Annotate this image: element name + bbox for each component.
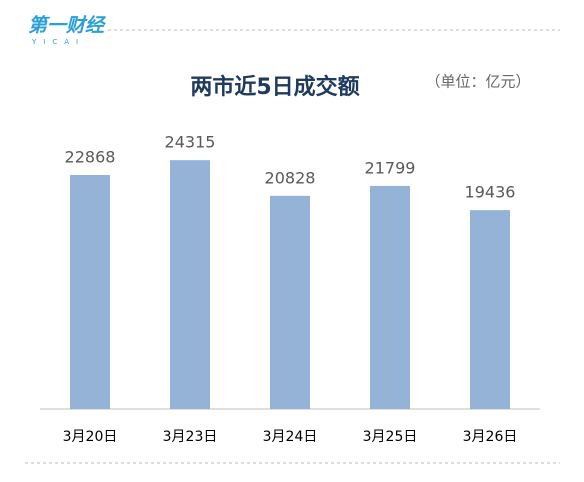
bar [170,160,210,409]
bar [70,174,110,409]
value-label: 19436 [465,183,516,202]
value-label: 22868 [65,147,116,166]
chart-title: 两市近5日成交额 [190,74,359,100]
value-label: 20828 [265,168,316,187]
logo-sub: YICAI [31,38,85,46]
logo: 第一财经 [28,15,107,37]
unit-label: （单位：亿元） [425,73,530,91]
x-tick-label: 3月24日 [263,429,318,445]
x-tick-label: 3月26日 [463,429,518,445]
x-tick-label: 3月20日 [63,429,118,445]
bar [370,185,410,409]
x-tick-label: 3月23日 [163,429,218,445]
value-label: 24315 [165,133,216,152]
value-label: 21799 [365,158,416,177]
bar [270,195,310,409]
x-tick-label: 3月25日 [363,429,418,445]
bar [470,210,510,409]
